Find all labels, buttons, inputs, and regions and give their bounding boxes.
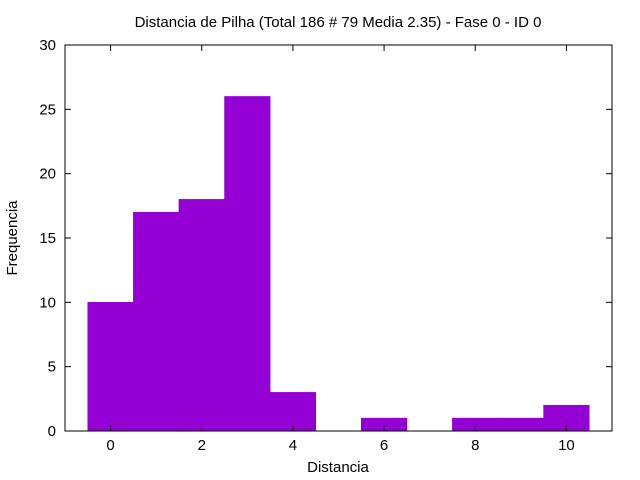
chart-title: Distancia de Pilha (Total 186 # 79 Media… [135, 14, 542, 31]
bar-0 [87, 302, 134, 432]
y-tick-label: 5 [48, 359, 56, 376]
bars-group [87, 96, 590, 432]
y-tick-label: 30 [39, 37, 56, 54]
y-axis-label: Frequencia [4, 200, 21, 276]
ticks-group: 0 5 10 15 20 25 30 0 2 4 6 8 10 [39, 37, 612, 454]
bar-1 [133, 211, 180, 432]
y-tick-label: 25 [39, 101, 56, 118]
x-tick-label: 6 [380, 437, 388, 454]
y-tick-label: 0 [48, 423, 56, 440]
x-axis-label: Distancia [307, 459, 369, 476]
y-tick-label: 20 [39, 166, 56, 183]
x-tick-label: 4 [289, 437, 297, 454]
bar-9 [497, 417, 544, 432]
bar-2 [178, 199, 225, 432]
y-tick-label: 10 [39, 294, 56, 311]
x-tick-label: 2 [198, 437, 206, 454]
x-tick-label: 0 [106, 437, 114, 454]
x-tick-label: 8 [471, 437, 479, 454]
x-tick-label: 10 [558, 437, 575, 454]
bar-3 [224, 96, 271, 432]
bar-4 [269, 392, 317, 432]
y-tick-label: 15 [39, 230, 56, 247]
